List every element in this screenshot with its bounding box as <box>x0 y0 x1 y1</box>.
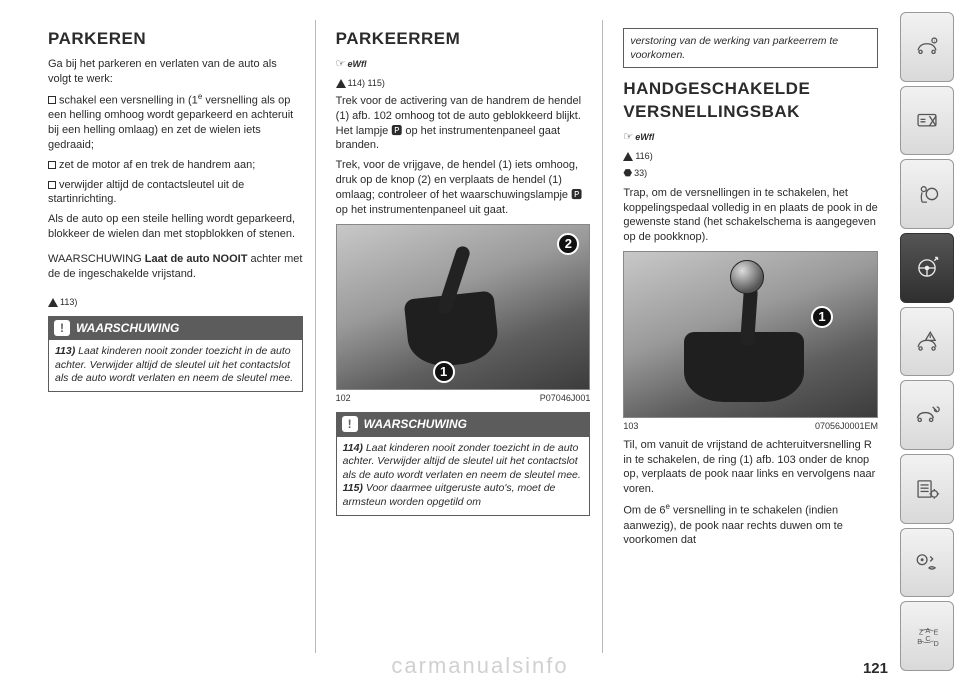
column-2: PARKEERREM ☞eWfl 114) 115) Trek voor de … <box>328 20 604 653</box>
col1-p3b: Laat de auto NOOIT <box>145 253 248 265</box>
col1-b3: verwijder altijd de contactsleutel uit d… <box>48 179 244 206</box>
col2-p1: Trek voor de activering van de handrem d… <box>336 94 591 153</box>
col1-intro: Ga bij het parkeren en verlaten van de a… <box>48 57 303 87</box>
col3-p3: Om de 6e versnelling in te schakelen (in… <box>623 502 878 548</box>
col3-p2: Til, om vanuit de vrijstand de achteruit… <box>623 438 878 497</box>
col2-p2: Trek, voor de vrijgave, de hendel (1) ie… <box>336 158 591 217</box>
note-113: 113) Laat kinderen nooit zonder toezicht… <box>48 339 303 392</box>
warning-bar: ! WAARSCHUWING <box>336 412 591 436</box>
heading-gearbox-1: HANDGESCHAKELDE <box>623 78 878 101</box>
display-icon[interactable] <box>900 86 954 156</box>
media-icon[interactable] <box>900 528 954 598</box>
col1-warn-line: WAARSCHUWING Laat de auto NOOIT achter m… <box>48 252 303 282</box>
bullet-icon <box>48 181 56 189</box>
exclamation-icon: ! <box>342 416 358 432</box>
svg-text:A: A <box>925 626 930 635</box>
fig102-code: P07046J001 <box>540 392 591 404</box>
col2-iconrow1: ☞eWfl <box>336 57 591 72</box>
callout-1: 1 <box>811 306 833 328</box>
engine-icon: eWfl <box>348 59 367 69</box>
gear-knob <box>730 260 764 294</box>
hand-icon: ☞ <box>336 58 346 70</box>
info-icon: ⬣ <box>623 168 632 179</box>
fig103-num: 103 <box>623 420 638 432</box>
warning-triangle-icon <box>336 79 346 88</box>
page-number: 121 <box>863 660 888 677</box>
fig102-num: 102 <box>336 392 351 404</box>
service-icon[interactable] <box>900 380 954 450</box>
col1-p2: Als de auto op een steile helling wordt … <box>48 212 303 242</box>
hand-icon: ☞ <box>623 131 633 143</box>
fig103-code: 07056J0001EM <box>815 420 878 432</box>
col3-iconrow: ☞eWfl <box>623 130 878 145</box>
col2-refs: 114) 115) <box>336 77 591 89</box>
col1-bullet3: verwijder altijd de contactsleutel uit d… <box>48 178 303 208</box>
note-113-text: Laat kinderen nooit zonder toezicht in d… <box>55 345 293 384</box>
note-114-115: 114) Laat kinderen nooit zonder toezicht… <box>336 436 591 516</box>
col1-p3a: WAARSCHUWING <box>48 253 145 265</box>
col3-ref116: 116) <box>623 150 878 162</box>
note-114-text: Laat kinderen nooit zonder toezicht in d… <box>343 442 581 481</box>
figure-103-caption: 103 07056J0001EM <box>623 420 878 432</box>
col3-ref116-text: 116) <box>635 151 652 161</box>
col2-refs-text: 114) 115) <box>348 78 385 88</box>
warning-bar-label: WAARSCHUWING <box>364 416 467 432</box>
note-115-text: Voor daarmee uitgeruste auto's, moet de … <box>343 482 556 508</box>
heading-parkeerrem: PARKEERREM <box>336 28 591 51</box>
engine-icon: eWfl <box>635 132 654 142</box>
col1-ref113-text: 113) <box>60 297 77 307</box>
bullet-icon <box>48 161 56 169</box>
col1-b2: zet de motor af en trek de handrem aan; <box>59 159 255 171</box>
warning-car-icon[interactable] <box>900 307 954 377</box>
col1-b1a: schakel een versnelling in (1 <box>59 94 198 106</box>
figure-103: 1 <box>623 251 878 418</box>
note-114-ref: 114) <box>343 442 363 454</box>
column-1: PARKEREN Ga bij het parkeren en verlaten… <box>40 20 316 653</box>
col3-p1: Trap, om de versnellingen in te schakele… <box>623 186 878 245</box>
car-info-icon[interactable]: i <box>900 12 954 82</box>
col3-ref33-text: 33) <box>634 168 647 178</box>
settings-list-icon[interactable] <box>900 454 954 524</box>
col1-bullet1: schakel een versnelling in (1e versnelli… <box>48 92 303 153</box>
exclamation-icon: ! <box>54 320 70 336</box>
callout-1: 1 <box>433 361 455 383</box>
col3-ref33: ⬣33) <box>623 167 878 181</box>
airbag-icon[interactable] <box>900 159 954 229</box>
svg-text:D: D <box>934 639 939 648</box>
heading-parkeren: PARKEREN <box>48 28 303 51</box>
warning-triangle-icon <box>48 298 58 307</box>
col3-p3a: Om de 6 <box>623 505 665 517</box>
column-3: verstoring van de werking van parkeerrem… <box>615 20 890 653</box>
note-115-ref: 115) <box>343 482 363 494</box>
svg-text:E: E <box>934 628 939 637</box>
svg-text:C: C <box>925 634 930 643</box>
heading-gearbox-2: VERSNELLINGSBAK <box>623 101 878 124</box>
figure-102: 2 1 <box>336 224 591 391</box>
page-columns: PARKEREN Ga bij het parkeren en verlaten… <box>40 20 890 653</box>
callout-2: 2 <box>557 233 579 255</box>
figure-102-caption: 102 P07046J001 <box>336 392 591 404</box>
col1-bullet2: zet de motor af en trek de handrem aan; <box>48 158 303 173</box>
index-icon[interactable]: ZEBDCA <box>900 601 954 671</box>
svg-text:Z: Z <box>919 628 924 637</box>
note-113-ref: 113) <box>55 345 75 357</box>
col1-ref113: 113) <box>48 296 303 308</box>
sidebar-tabs: i ZEBDCA <box>900 12 954 671</box>
svg-text:i: i <box>934 38 935 43</box>
bullet-icon <box>48 96 56 104</box>
warning-bar: ! WAARSCHUWING <box>48 316 303 340</box>
warning-triangle-icon <box>623 152 633 161</box>
warning-bar-label: WAARSCHUWING <box>76 320 179 336</box>
steering-icon[interactable] <box>900 233 954 303</box>
watermark: carmanualsinfo <box>0 653 960 679</box>
note-tail: verstoring van de werking van parkeerrem… <box>623 28 878 68</box>
